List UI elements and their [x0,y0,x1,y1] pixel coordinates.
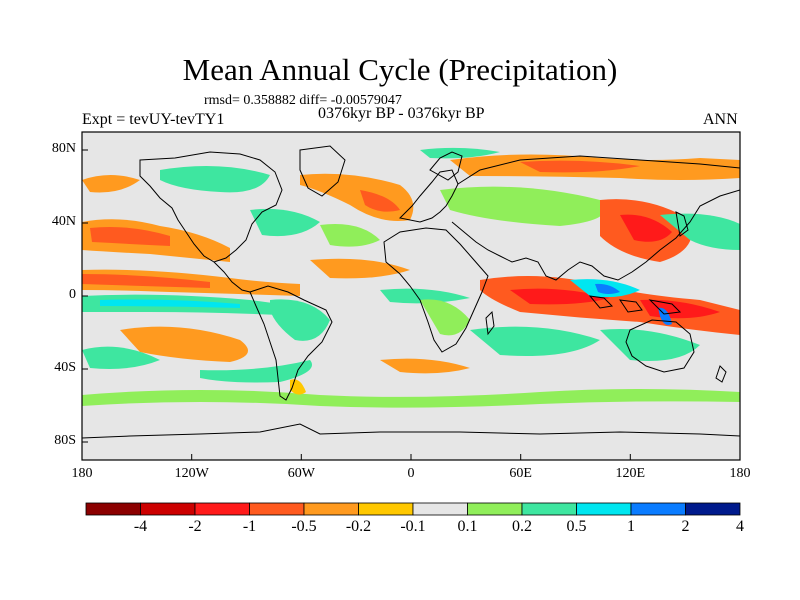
x-tick-label: 180 [71,466,93,481]
colorbar-swatch [412,502,468,516]
y-tick-label: 40S [54,360,76,375]
x-tick-label: 120W [174,466,209,481]
colorbar-swatch [140,502,196,516]
map-area [82,132,740,460]
colorbar-swatch [194,502,250,516]
experiment-label: Expt = tevUY-tevTY1 [82,111,225,128]
colorbar-label: -0.2 [345,518,372,535]
coastlines [82,145,740,439]
stats-text: rmsd= 0.358882 diff= -0.00579047 [204,93,402,108]
period-label: 0376kyr BP - 0376kyr BP [318,105,485,122]
y-tick-label: 0 [69,287,76,302]
x-tick-label: 60E [509,466,532,481]
x-tick-label: 60W [287,466,315,481]
colorbar-label: -1 [242,518,257,535]
colorbar-label: -0.1 [400,518,426,535]
x-tick-label: 0 [407,466,415,481]
colorbar-swatch [685,502,741,516]
y-tick-label: 40N [51,214,76,229]
x-tick-label: 120E [615,466,646,481]
colorbar-swatch [303,502,359,516]
colorbar [85,502,741,516]
colorbar-swatch [467,502,523,516]
colorbar-label: 0.5 [566,518,587,535]
colorbar-label: -4 [133,518,148,535]
colorbar-swatch [521,502,577,516]
colorbar-label: -0.5 [291,518,317,535]
colorbar-label: 4 [736,518,744,535]
colorbar-label: 0.1 [457,518,478,535]
season-label: ANN [703,111,738,128]
colorbar-swatch [358,502,414,516]
tick-marks [81,149,741,460]
x-tick-label: 180 [729,466,751,481]
y-tick-label: 80N [51,141,76,156]
colorbar-swatch [630,502,686,516]
colorbar-label: -2 [188,518,202,535]
colorbar-swatch [249,502,305,516]
colorbar-label: 2 [681,518,690,535]
colorbar-swatch [576,502,632,516]
map-title: Mean Annual Cycle (Precipitation) [182,52,618,87]
colorbar-swatch [85,502,141,516]
y-tick-label: 80S [54,433,76,448]
colorbar-label: 0.2 [512,518,532,535]
colorbar-label: 1 [627,518,635,535]
anomaly-field [82,147,740,408]
